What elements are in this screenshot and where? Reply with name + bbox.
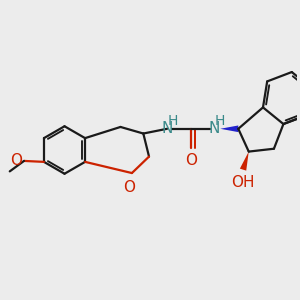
Polygon shape [220,125,238,132]
Polygon shape [240,152,249,171]
Text: H: H [215,114,225,128]
Text: O: O [10,153,22,168]
Text: O: O [123,180,135,195]
Text: N: N [161,121,173,136]
Text: H: H [168,114,178,128]
Text: O: O [185,152,197,167]
Text: OH: OH [231,175,255,190]
Text: N: N [209,121,220,136]
